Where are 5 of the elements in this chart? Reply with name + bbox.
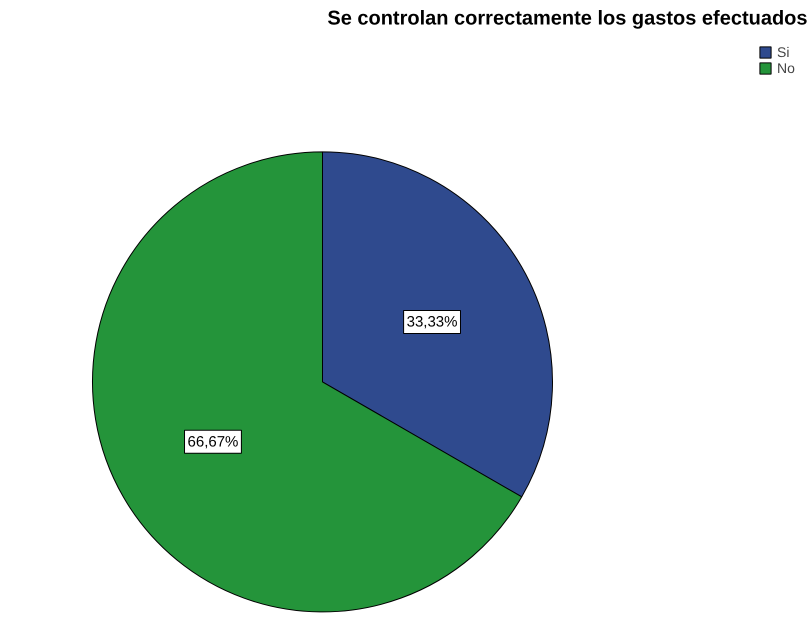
legend-label: No (777, 60, 796, 76)
chart-title: Se controlan correctamente los gastos efectuados (327, 8, 807, 30)
data-label: 66,67% (188, 433, 238, 450)
legend-label: Si (777, 44, 790, 60)
data-label: 33,33% (406, 314, 458, 331)
